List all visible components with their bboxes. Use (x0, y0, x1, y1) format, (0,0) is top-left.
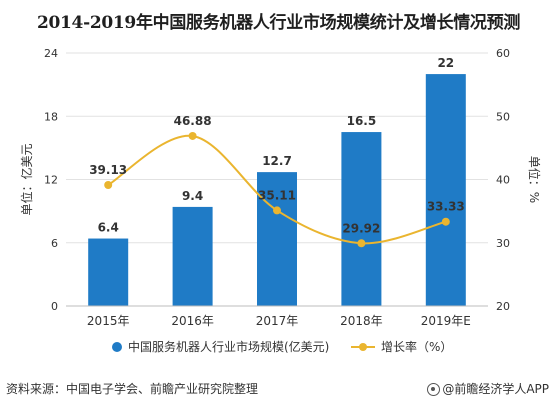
x-tick-label: 2017年 (256, 314, 299, 328)
line-series (104, 131, 450, 248)
legend: 中国服务机器人行业市场规模(亿美元) 增长率（%） (112, 339, 452, 354)
legend-line-marker (359, 343, 367, 351)
line-value-label: 39.13 (89, 163, 127, 177)
line-point (441, 217, 450, 226)
x-axis: 2015年 2016年 2017年 2018年 2019年E (66, 305, 488, 328)
bar-value-label: 22 (437, 56, 454, 70)
y-axis-right: 20 30 40 50 60 单位：% (496, 47, 542, 313)
bar (425, 74, 466, 306)
x-tick-label: 2018年 (340, 314, 383, 328)
bar (172, 206, 213, 306)
line-point (273, 206, 281, 215)
line-point (104, 181, 113, 190)
y-right-tick-label: 30 (496, 237, 510, 250)
y-right-tick-label: 40 (496, 174, 510, 187)
y-axis-left: 0 6 12 18 24 单位：亿美元 (19, 47, 58, 313)
y-right-tick-label: 60 (496, 47, 510, 60)
line-value-label: 33.33 (427, 200, 465, 214)
chart-title: 2014-2019年中国服务机器人行业市场规模统计及增长情况预测 (36, 13, 521, 33)
source-note: 资料来源：中国电子学会、前瞻产业研究院整理 (6, 382, 259, 396)
y-left-tick-label: 18 (44, 110, 58, 123)
x-tick-label: 2015年 (87, 314, 130, 328)
y-left-axis-title: 单位：亿美元 (19, 143, 34, 215)
line-value-label: 29.92 (342, 221, 380, 235)
y-right-axis-title: 单位：% (527, 156, 542, 203)
bar-series (88, 74, 466, 306)
legend-bar-swatch (112, 342, 122, 352)
y-left-tick-label: 24 (44, 47, 58, 60)
bar-value-label: 6.4 (98, 221, 119, 235)
data-labels: 6.4 9.4 12.7 16.5 22 39.13 46.88 35.11 29.92 33.3… (89, 56, 465, 235)
bar (341, 132, 382, 306)
x-tick-label: 2016年 (171, 314, 214, 328)
x-tick-label: 2019年E (421, 314, 471, 328)
y-left-tick-label: 6 (51, 237, 58, 250)
bar (88, 238, 129, 306)
bar-value-label: 16.5 (347, 114, 377, 128)
line-value-label: 35.11 (258, 188, 296, 202)
legend-line-label: 增长率（%） (381, 339, 452, 354)
line-value-label: 46.88 (174, 114, 212, 128)
legend-bar-label: 中国服务机器人行业市场规模(亿美元) (128, 339, 329, 354)
brand-text: @前瞻经济学人APP (442, 382, 549, 396)
bar (257, 172, 297, 306)
y-right-tick-label: 20 (496, 300, 510, 313)
line-point (357, 239, 366, 248)
growth-rate-line (107, 134, 447, 245)
y-right-tick-label: 50 (496, 110, 510, 123)
brand-credit: @前瞻经济学人APP (427, 380, 549, 397)
y-left-tick-label: 12 (44, 174, 58, 187)
line-point (188, 131, 197, 140)
y-left-tick-label: 0 (51, 300, 58, 313)
brand-logo-icon (427, 383, 441, 396)
bar-value-label: 9.4 (182, 189, 203, 203)
bar-value-label: 12.7 (262, 154, 292, 168)
